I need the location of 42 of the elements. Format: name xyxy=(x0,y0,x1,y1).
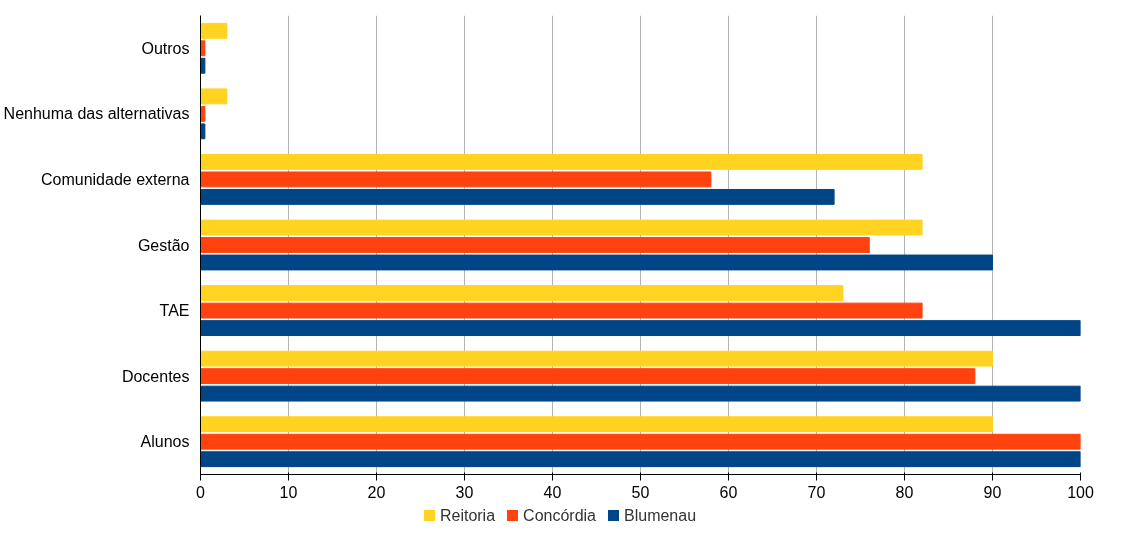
bar xyxy=(200,188,835,205)
y-tick-label: Docentes xyxy=(121,367,190,385)
x-tick-label: 90 xyxy=(983,483,1002,501)
x-tick-label: 70 xyxy=(807,483,826,501)
bar xyxy=(200,451,1081,468)
bar xyxy=(200,40,206,57)
bar xyxy=(200,433,1081,450)
y-tick-label: Outros xyxy=(141,39,190,57)
bar xyxy=(200,219,923,236)
bar xyxy=(200,105,206,122)
bar xyxy=(200,171,712,188)
bar xyxy=(200,88,228,105)
x-tick-label: 100 xyxy=(1067,483,1094,501)
x-tick-label: 40 xyxy=(543,483,562,501)
bar xyxy=(200,350,993,367)
bar xyxy=(200,302,923,319)
bar xyxy=(200,123,206,140)
legend-label: Reitoria xyxy=(438,507,496,524)
y-tick-label: Gestão xyxy=(137,236,190,254)
x-tick-label: 60 xyxy=(719,483,738,501)
legend-label: Blumenau xyxy=(623,507,697,524)
bar xyxy=(200,368,976,385)
bar xyxy=(200,385,1081,402)
bar xyxy=(200,154,923,170)
y-tick-label: Alunos xyxy=(140,433,190,451)
bar xyxy=(200,254,993,271)
x-tick-label: 20 xyxy=(367,483,386,501)
bar xyxy=(200,320,1081,336)
y-tick-label: TAE xyxy=(159,302,190,320)
y-tick-label: Nenhuma das alternativas xyxy=(3,105,190,123)
legend-label: Concórdia xyxy=(522,507,597,524)
y-tick-label: Comunidade externa xyxy=(40,170,190,188)
x-tick-label: 30 xyxy=(455,483,474,501)
bar xyxy=(200,416,993,433)
x-tick-label: 80 xyxy=(895,483,914,501)
bar xyxy=(200,57,206,74)
x-tick-label: 10 xyxy=(279,483,298,501)
bar xyxy=(200,237,870,253)
bar xyxy=(200,285,844,302)
x-tick-label: 0 xyxy=(196,483,206,501)
bar xyxy=(200,22,228,39)
x-tick-label: 50 xyxy=(631,483,650,501)
